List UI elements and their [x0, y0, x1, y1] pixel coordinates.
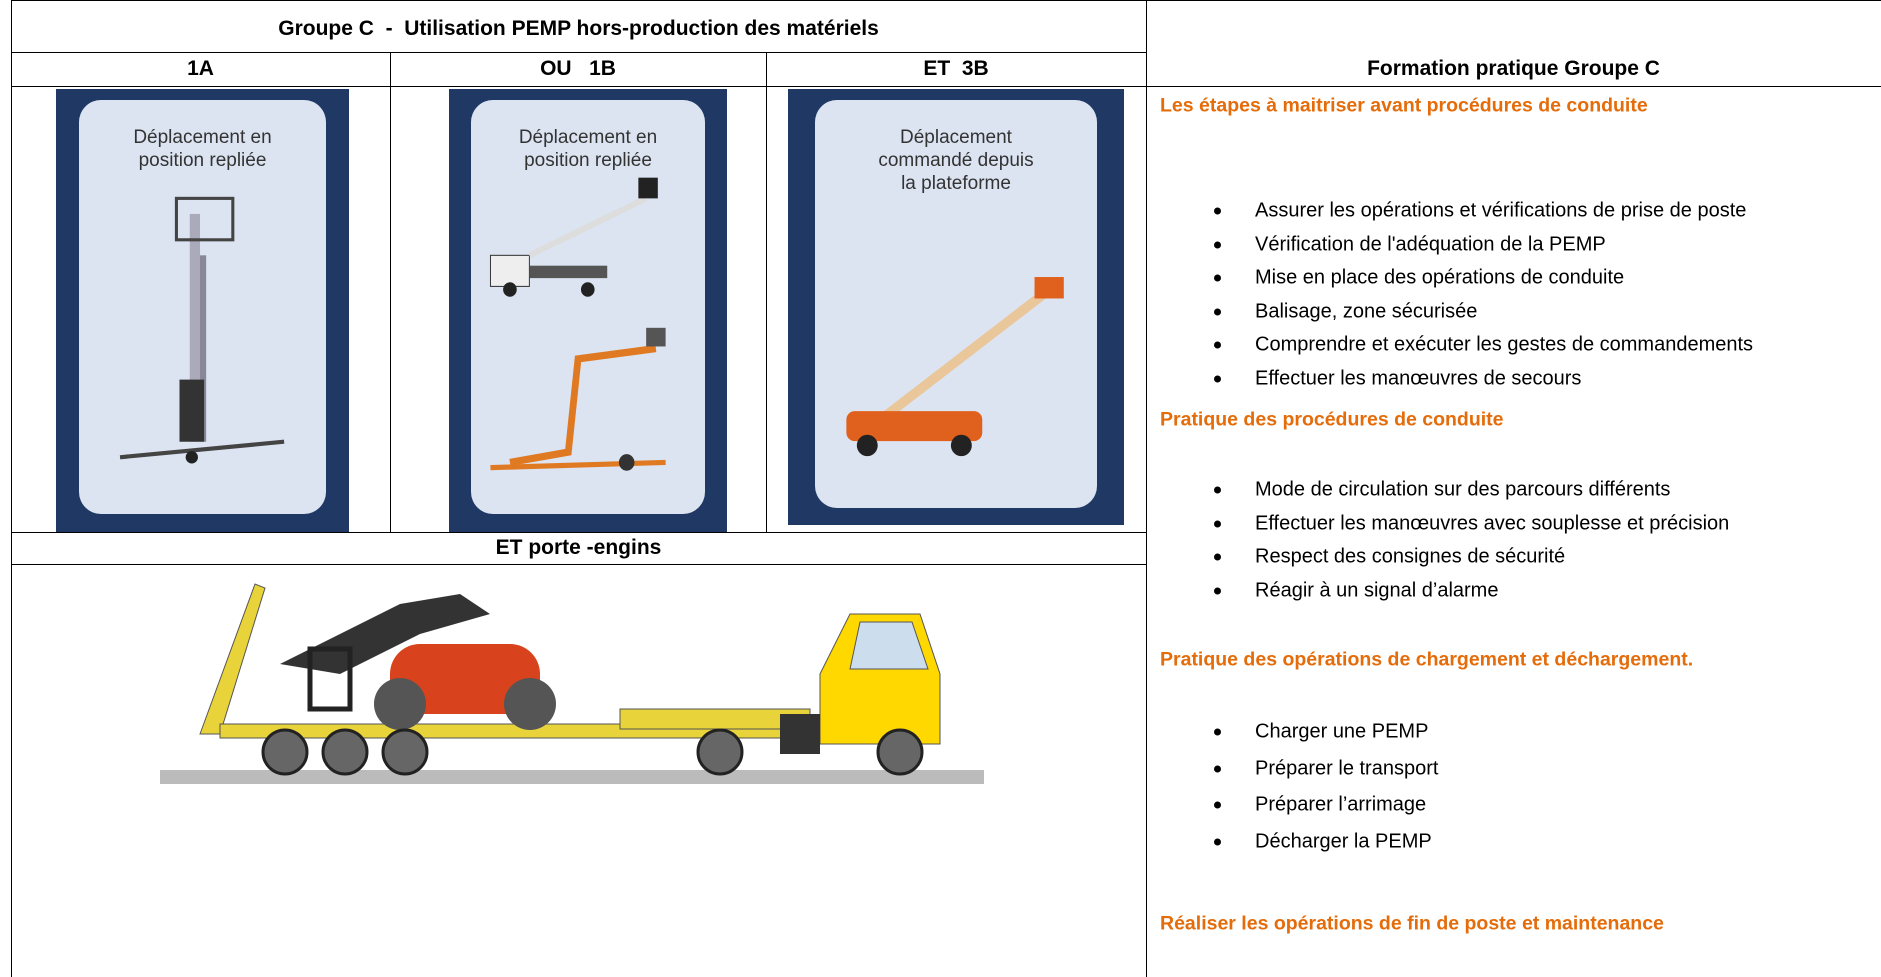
list-item: Préparer le transport	[1255, 757, 1439, 779]
bullet	[1214, 553, 1221, 561]
table-border	[390, 52, 391, 532]
caption-line: position repliée	[138, 150, 267, 172]
transport-image	[160, 583, 984, 784]
mast-lift	[120, 196, 285, 464]
image-caption: Déplacement commandé depuis la plateforme	[815, 126, 1097, 195]
list-item: Respect des consignes de sécurité	[1255, 545, 1566, 568]
training-title: Formation pratique Groupe C	[1367, 57, 1660, 80]
list-item: Préparer l’arrimage	[1255, 793, 1427, 816]
table-title: Groupe C - Utilisation PEMP hors-product…	[278, 17, 879, 40]
table-border	[1146, 0, 1147, 977]
column-header: 1A	[187, 57, 214, 80]
list-item: Mode de circulation sur des parcours dif…	[1255, 478, 1671, 501]
column-header: OU 1B	[540, 57, 616, 80]
bullet	[1214, 587, 1221, 595]
bullet	[1214, 341, 1221, 349]
bullet	[1214, 728, 1221, 736]
bullet	[1214, 308, 1221, 316]
image-caption: Déplacement en position repliée	[471, 126, 705, 172]
table-border	[11, 0, 1881, 1]
table-border	[11, 0, 12, 977]
caption-line: Déplacement en	[518, 127, 658, 149]
list-item: Charger une PEMP	[1255, 720, 1429, 743]
list-item: Mise en place des opérations de conduite	[1255, 266, 1625, 289]
list-item: Comprendre et exécuter les gestes de com…	[1255, 333, 1754, 356]
table-border	[11, 52, 1146, 53]
table-border	[11, 532, 1146, 533]
bullet	[1214, 838, 1221, 845]
list-item: Vérification de l'adéquation de la PEMP	[1255, 233, 1606, 256]
bullet	[1214, 801, 1221, 809]
bullet	[1214, 375, 1221, 383]
list-item: Effectuer les manœuvres de secours	[1255, 367, 1582, 390]
telescopic-boom	[846, 276, 1064, 457]
table-border	[766, 52, 767, 532]
boom-lifts	[490, 177, 666, 471]
bullet	[1214, 207, 1221, 215]
image-1a: Déplacement en position repliée	[56, 89, 349, 532]
list-item: Effectuer les manœuvres avec souplesse e…	[1255, 512, 1730, 535]
section-heading: Réaliser les opérations de fin de poste …	[1160, 912, 1664, 935]
list-item: Réagir à un signal d’alarme	[1255, 579, 1499, 602]
transport-title: ET porte -engins	[495, 536, 662, 559]
table-border	[11, 564, 1146, 565]
bullet	[1214, 520, 1221, 528]
image-caption: Déplacement en position repliée	[79, 126, 325, 172]
caption-line: commandé depuis	[878, 149, 1034, 171]
list-item: Balisage, zone sécurisée	[1255, 300, 1478, 323]
bullet	[1214, 274, 1221, 282]
column-header: ET 3B	[923, 57, 989, 80]
section-heading: Pratique des procédures de conduite	[1160, 408, 1504, 431]
caption-line: Déplacement en	[133, 127, 272, 149]
list-item: Assurer les opérations et vérifications …	[1255, 199, 1747, 222]
caption-line: Déplacement	[900, 126, 1012, 148]
bullet	[1214, 765, 1221, 772]
list-item: Décharger la PEMP	[1255, 830, 1432, 852]
bullet	[1214, 241, 1221, 249]
section-heading: Les étapes à maitriser avant procédures …	[1160, 94, 1648, 117]
image-3b: Déplacement commandé depuis la plateforme	[788, 89, 1124, 525]
table-border	[11, 86, 1881, 87]
bullet	[1214, 486, 1221, 494]
section-heading: Pratique des opérations de chargement et…	[1160, 648, 1694, 671]
caption-line: position repliée	[524, 150, 652, 172]
image-1b: Déplacement en position repliée	[449, 89, 727, 532]
caption-line: la plateforme	[901, 172, 1011, 194]
